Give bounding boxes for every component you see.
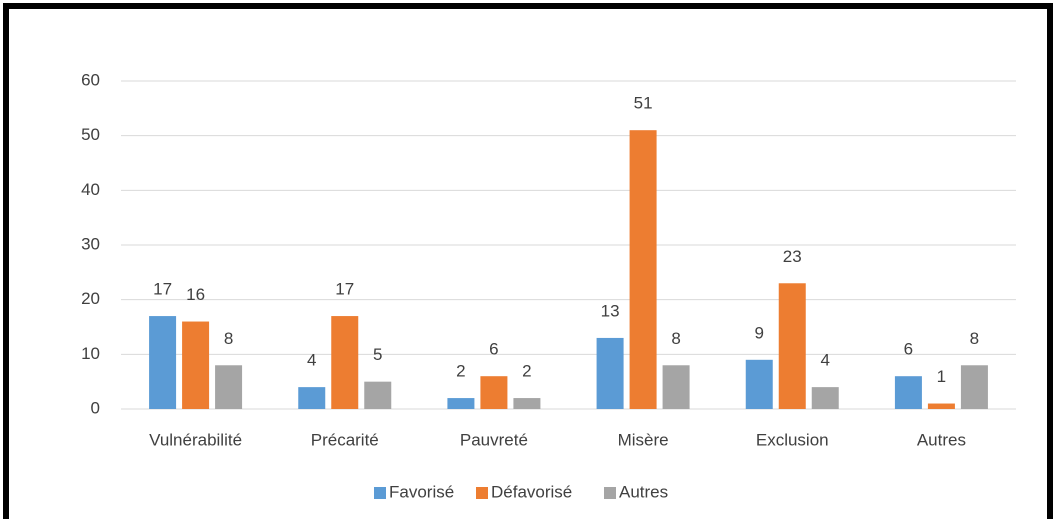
data-label: 13 (601, 301, 620, 320)
legend-label: Favorisé (389, 482, 454, 501)
bar (927, 403, 955, 409)
legend-swatch (604, 487, 616, 499)
y-tick-label: 10 (81, 344, 100, 363)
x-tick-label: Misère (618, 430, 669, 449)
data-label: 5 (373, 345, 382, 364)
data-label: 16 (186, 285, 205, 304)
data-label: 2 (456, 362, 465, 381)
bar (447, 398, 475, 409)
data-label: 8 (970, 329, 979, 348)
bar (480, 376, 508, 409)
bar (331, 316, 359, 409)
data-label: 9 (755, 323, 764, 342)
data-label: 23 (783, 247, 802, 266)
data-label: 51 (634, 94, 653, 113)
legend-label: Autres (619, 482, 668, 501)
y-tick-label: 0 (91, 398, 100, 417)
legend-swatch (476, 487, 488, 499)
x-tick-label: Précarité (311, 430, 379, 449)
bar (662, 365, 690, 409)
x-tick-label: Exclusion (756, 430, 829, 449)
bar (182, 321, 210, 409)
data-label: 17 (335, 280, 354, 299)
x-tick-label: Pauvreté (460, 430, 528, 449)
bar (215, 365, 243, 409)
bar (629, 130, 657, 409)
data-label: 4 (821, 351, 830, 370)
data-label: 6 (904, 340, 913, 359)
data-label: 4 (307, 351, 316, 370)
legend-label: Défavorisé (491, 482, 572, 501)
data-label: 2 (522, 362, 531, 381)
data-label: 1 (937, 367, 946, 386)
bar (811, 387, 839, 409)
bar (596, 337, 624, 409)
bar (778, 283, 806, 409)
bar (364, 381, 392, 409)
bar (298, 387, 326, 409)
x-tick-label: Vulnérabilité (149, 430, 242, 449)
bar (960, 365, 988, 409)
y-tick-label: 30 (81, 234, 100, 253)
bar (894, 376, 922, 409)
frame (3, 3, 1053, 519)
y-tick-label: 60 (81, 70, 100, 89)
legend-swatch (374, 487, 386, 499)
bar (149, 316, 177, 409)
data-label: 6 (489, 340, 498, 359)
data-label: 17 (153, 280, 172, 299)
data-label: 8 (224, 329, 233, 348)
data-label: 8 (671, 329, 680, 348)
bar (513, 398, 541, 409)
y-tick-label: 40 (81, 180, 100, 199)
bar (745, 359, 773, 409)
y-tick-label: 50 (81, 125, 100, 144)
x-tick-label: Autres (917, 430, 966, 449)
y-tick-label: 20 (81, 289, 100, 308)
